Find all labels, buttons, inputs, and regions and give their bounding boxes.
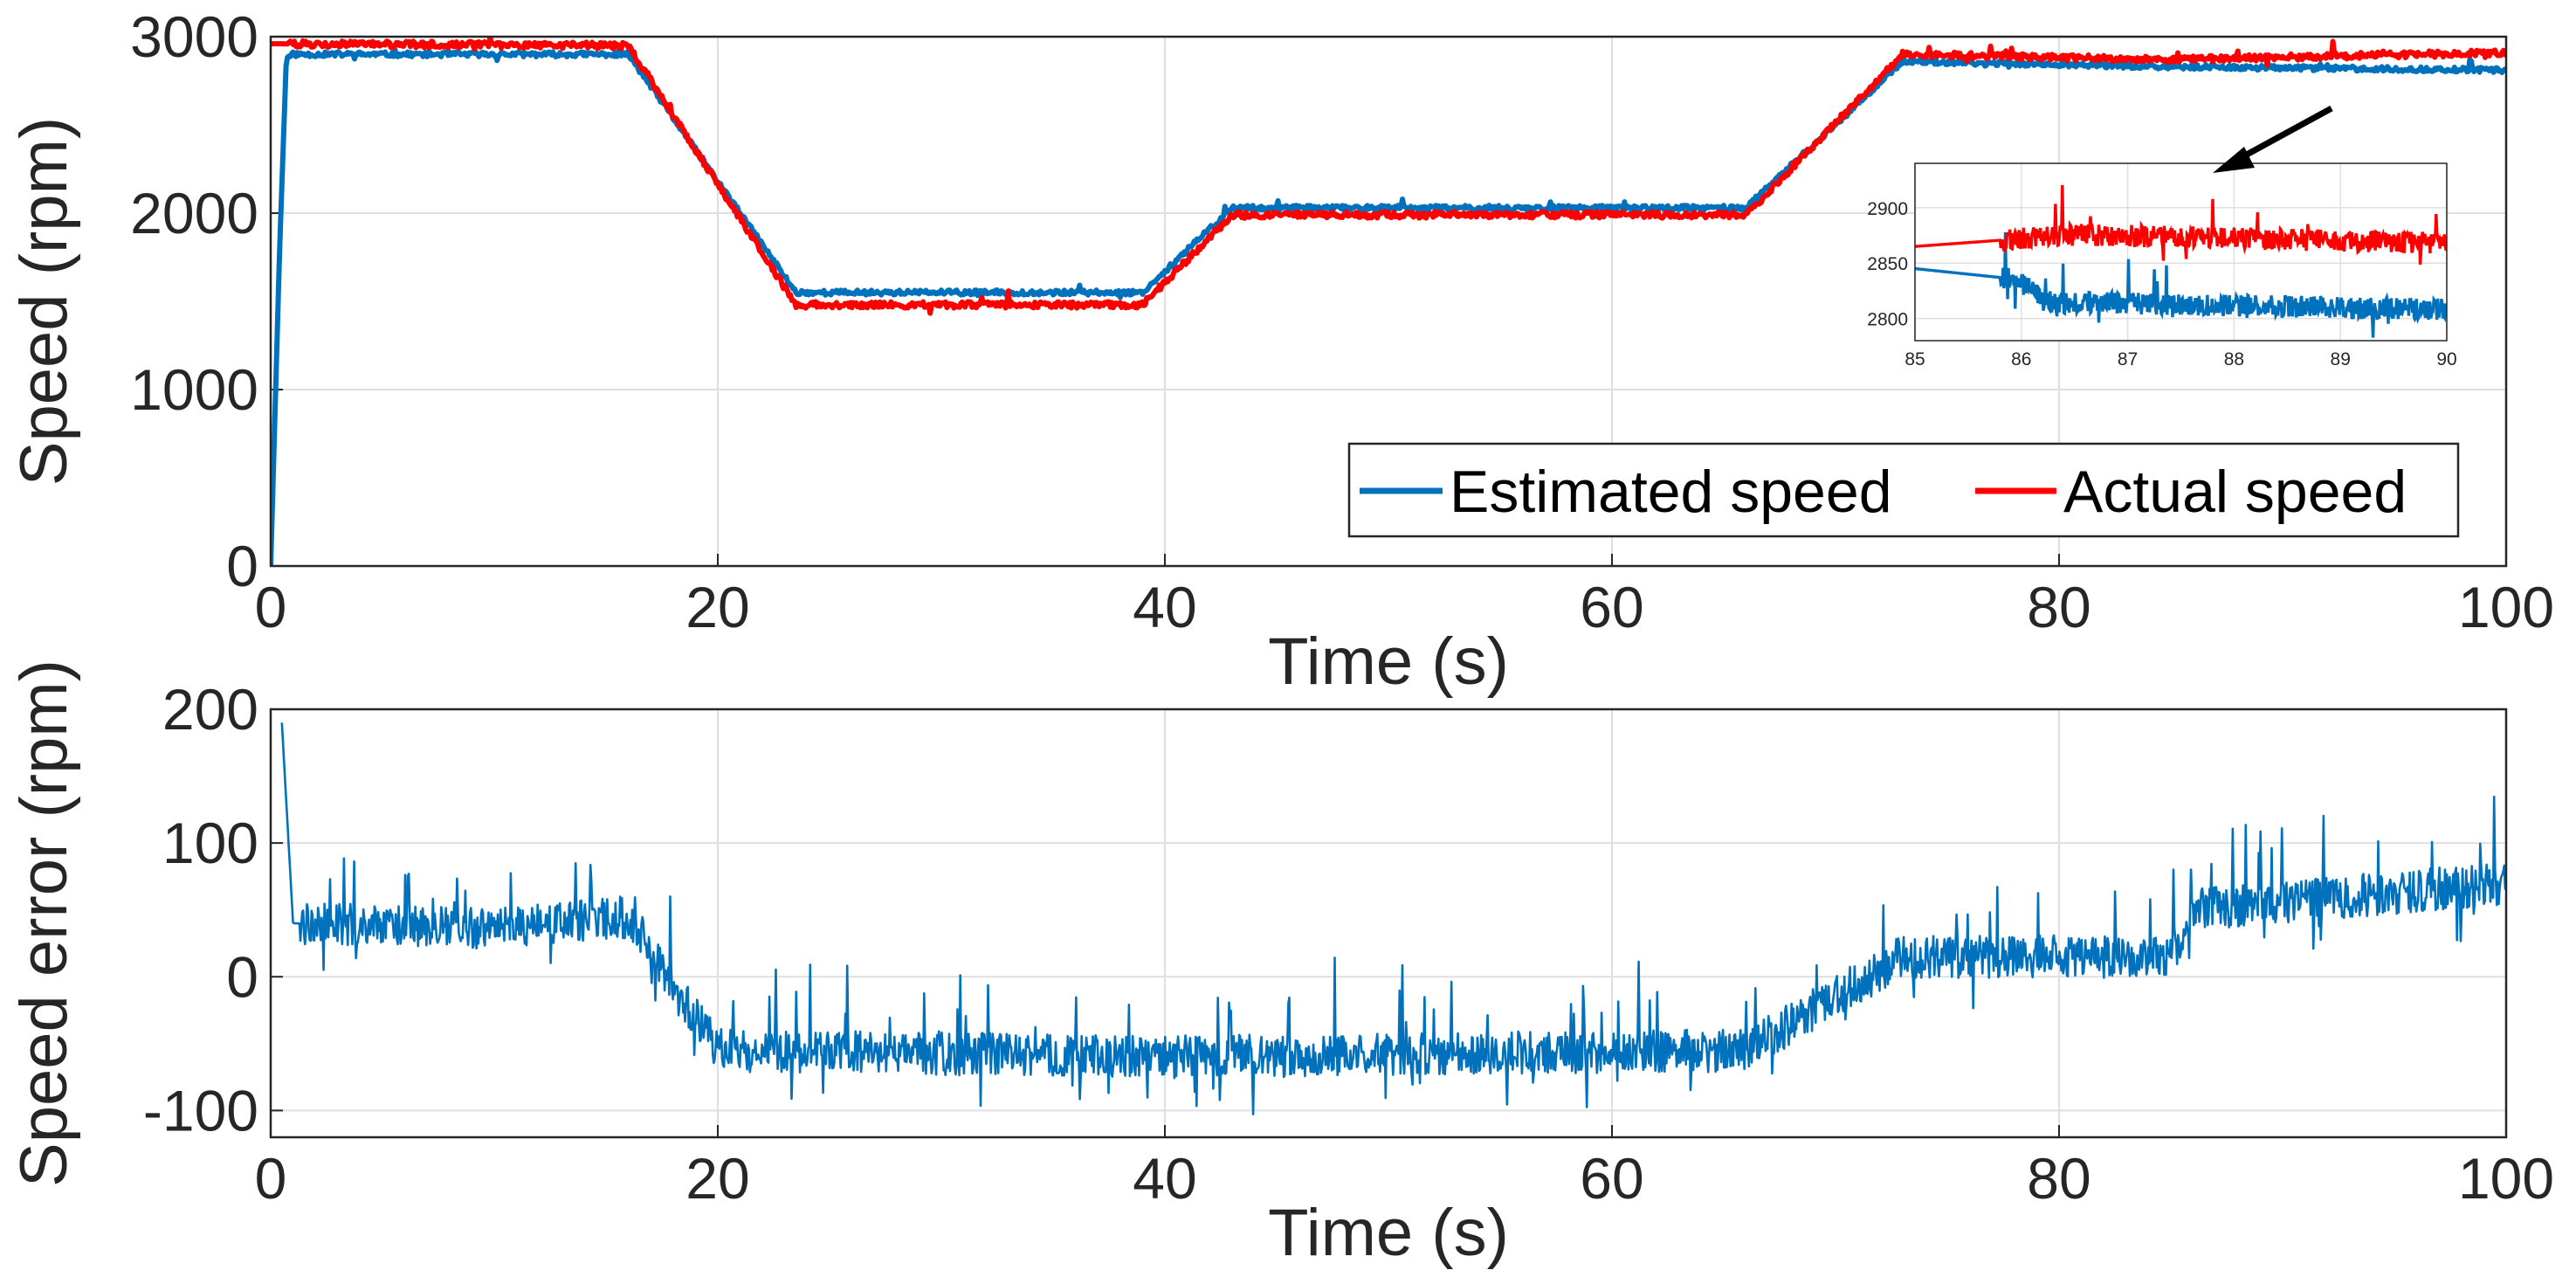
legend-box <box>1347 442 2460 538</box>
x-tick-label: 0 <box>255 575 287 639</box>
y-tick-label: 200 <box>162 677 258 742</box>
series-group <box>280 722 2506 1115</box>
x-tick-label: 60 <box>1580 1146 1643 1211</box>
x-tick-label: 20 <box>685 575 749 639</box>
axes-box <box>269 35 2508 568</box>
inset-x-tick-label: 90 <box>2436 349 2456 369</box>
x-tick-label: 100 <box>2458 575 2554 639</box>
y-axis-title: Speed error (rpm) <box>7 659 81 1187</box>
series-group <box>271 37 2506 566</box>
series-line <box>280 722 2506 1115</box>
inset-y-tick-label: 2900 <box>1867 199 1908 219</box>
inset-series-line <box>1915 231 2447 338</box>
arrow-shaft <box>2234 105 2333 164</box>
x-tick-label: 80 <box>2027 575 2090 639</box>
inset-box <box>1914 162 2448 342</box>
inset-series-line <box>1915 184 2447 265</box>
y-tick-label: 3000 <box>130 4 258 69</box>
legend: Estimated speed Actual speed <box>1347 442 2460 538</box>
x-tick-label: 40 <box>1133 1146 1196 1211</box>
x-axis-title: Time (s) <box>1268 625 1509 699</box>
x-tick-label: 40 <box>1133 575 1196 639</box>
zoom-inset: 85 86 87 88 89 90 2800 2850 2900 <box>1867 162 2457 369</box>
legend-label-actual: Actual speed <box>2063 459 2407 525</box>
inset-y-tick-label: 2850 <box>1867 254 1908 274</box>
x-axis-title: Time (s) <box>1268 1196 1509 1270</box>
y-tick-label: 0 <box>226 534 258 598</box>
inset-x-tick-label: 88 <box>2224 349 2244 369</box>
series-line <box>271 47 2506 566</box>
axes-box <box>269 708 2508 1139</box>
x-tick-label: 0 <box>255 1146 287 1211</box>
y-tick-label: -100 <box>143 1078 258 1142</box>
zoom-arrow <box>2213 105 2333 173</box>
x-tick-label: 100 <box>2458 1146 2554 1211</box>
y-axis-title: Speed (rpm) <box>7 117 81 486</box>
y-tick-label: 1000 <box>130 357 258 422</box>
y-tick-label: 0 <box>226 944 258 1009</box>
arrow-head <box>2213 147 2255 173</box>
y-tick-label: 2000 <box>130 181 258 245</box>
inset-series-group <box>1915 184 2447 338</box>
x-tick-label: 60 <box>1580 575 1643 639</box>
inset-x-tick-label: 89 <box>2331 349 2351 369</box>
inset-y-tick-label: 2800 <box>1867 310 1908 330</box>
inset-x-tick-label: 87 <box>2118 349 2138 369</box>
x-tick-label: 20 <box>685 1146 749 1211</box>
inset-x-tick-label: 86 <box>2011 349 2031 369</box>
series-line <box>271 37 2506 316</box>
x-tick-label: 80 <box>2027 1146 2090 1211</box>
inset-x-tick-label: 85 <box>1904 349 1925 369</box>
legend-label-estimated: Estimated speed <box>1450 459 1892 525</box>
y-tick-label: 100 <box>162 811 258 875</box>
